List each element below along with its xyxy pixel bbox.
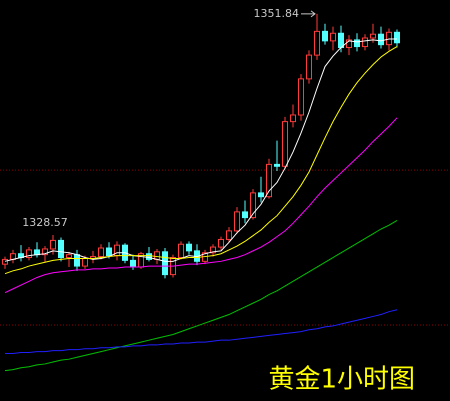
candle-body bbox=[34, 249, 40, 256]
candle-body bbox=[394, 31, 400, 44]
chart-title: 黄金1小时图 bbox=[268, 365, 415, 395]
candle-body bbox=[162, 251, 168, 276]
candle-body bbox=[346, 39, 352, 49]
candle-body bbox=[146, 253, 152, 260]
annotation-arrow bbox=[301, 10, 316, 18]
candle-body bbox=[178, 243, 184, 259]
candle-body bbox=[314, 30, 320, 56]
candle-body bbox=[154, 251, 160, 260]
ma-line bbox=[4, 117, 398, 294]
candle-body bbox=[186, 243, 192, 252]
candle-body bbox=[82, 257, 88, 267]
candle-body bbox=[354, 39, 360, 48]
candle-body bbox=[298, 78, 304, 116]
candle-body bbox=[378, 33, 384, 46]
candle-body bbox=[218, 238, 224, 248]
candle-body bbox=[258, 192, 264, 198]
candle-body bbox=[362, 37, 368, 48]
candle-body bbox=[58, 239, 64, 259]
candle-body bbox=[210, 246, 216, 254]
candle-body bbox=[306, 54, 312, 80]
candle-body bbox=[50, 239, 56, 250]
candle-body bbox=[290, 114, 296, 123]
candle-body bbox=[282, 121, 288, 167]
candle-body bbox=[338, 32, 344, 49]
candle-body bbox=[274, 163, 280, 167]
candle-body bbox=[106, 247, 112, 257]
candle-body bbox=[42, 248, 48, 256]
ma-line bbox=[5, 309, 398, 354]
ma-line bbox=[4, 38, 397, 262]
candle-body bbox=[74, 254, 80, 267]
candle-body bbox=[98, 247, 104, 258]
candle-body bbox=[370, 33, 376, 39]
candle-body bbox=[250, 192, 256, 219]
annotation: 1328.57 bbox=[22, 216, 68, 229]
candle-body bbox=[226, 230, 232, 240]
ma-line bbox=[4, 46, 398, 275]
candle-body bbox=[330, 32, 336, 42]
ma-line bbox=[4, 220, 398, 372]
candle-body bbox=[242, 211, 248, 219]
candle-body bbox=[26, 249, 32, 259]
candle-body bbox=[322, 30, 328, 42]
candle-body bbox=[234, 211, 240, 232]
candle-body bbox=[130, 259, 136, 268]
annotation: 1351.84 bbox=[254, 7, 300, 20]
candle-body bbox=[2, 258, 8, 265]
candle-body bbox=[66, 254, 72, 259]
candle-body bbox=[266, 163, 272, 198]
